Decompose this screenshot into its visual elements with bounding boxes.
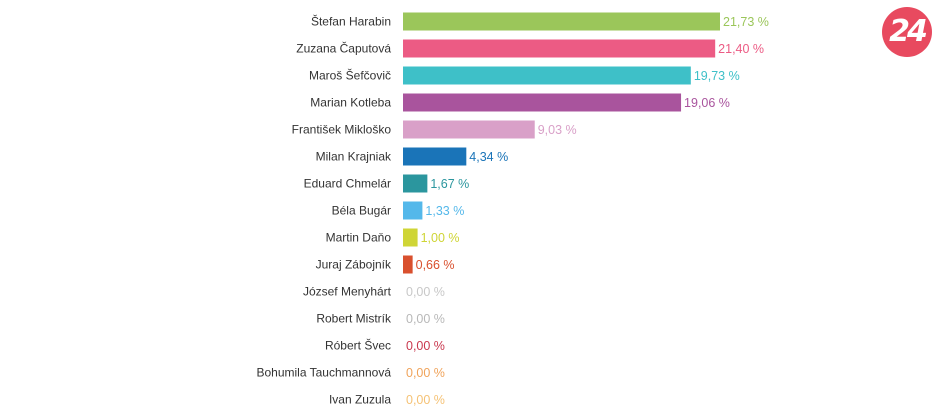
bar-row: József Menyhárt 0,00 % <box>303 285 445 300</box>
value-label: 0,66 % <box>416 258 455 272</box>
bar-row: Robert Mistrík 0,00 % <box>316 312 445 327</box>
category-label: Bohumila Tauchmannová <box>256 366 391 380</box>
bar <box>403 12 720 31</box>
bar-row: Bohumila Tauchmannová 0,00 % <box>256 366 444 381</box>
bar-row: Marian Kotleba 19,06 % <box>310 93 730 112</box>
bar-row: Róbert Švec 0,00 % <box>325 338 445 354</box>
bar-row: Maroš Šefčovič 19,73 % <box>309 66 740 85</box>
bar <box>403 120 535 139</box>
category-label: Béla Bugár <box>332 204 391 218</box>
logo-text: 24 <box>889 14 928 49</box>
bar-row: Béla Bugár 1,33 % <box>332 201 464 220</box>
category-label: Štefan Harabin <box>311 14 391 29</box>
bar-row: Ivan Zuzula 0,00 % <box>329 393 445 408</box>
value-label: 0,00 % <box>406 312 445 326</box>
bar-row: Eduard Chmelár 1,67 % <box>304 174 469 193</box>
category-label: František Mikloško <box>292 123 392 137</box>
value-label: 19,06 % <box>684 96 730 110</box>
value-label: 0,00 % <box>406 366 445 380</box>
value-label: 0,00 % <box>406 285 445 299</box>
value-label: 9,03 % <box>538 123 577 137</box>
bar <box>403 39 716 58</box>
value-label: 1,33 % <box>425 204 464 218</box>
value-label: 21,73 % <box>723 15 769 29</box>
category-label: Robert Mistrík <box>316 312 392 326</box>
value-label: 21,40 % <box>718 42 764 56</box>
bar-row: Milan Krajniak 4,34 % <box>316 147 508 166</box>
bar <box>403 147 467 166</box>
bar <box>403 201 423 220</box>
category-label: Eduard Chmelár <box>304 177 391 191</box>
value-label: 1,67 % <box>430 177 469 191</box>
logo-24: 24 <box>882 7 932 57</box>
value-label: 19,73 % <box>694 69 740 83</box>
bar-row: Martin Daňo 1,00 % <box>326 228 460 247</box>
bar-row: Zuzana Čaputová 21,40 % <box>296 39 764 58</box>
category-label: Milan Krajniak <box>316 150 392 164</box>
bar-row: Štefan Harabin 21,73 % <box>311 12 769 31</box>
value-label: 0,00 % <box>406 339 445 353</box>
category-label: Juraj Zábojník <box>316 258 392 272</box>
category-label: József Menyhárt <box>303 285 392 299</box>
bar <box>403 174 428 193</box>
bar <box>403 255 413 274</box>
category-label: Róbert Švec <box>325 338 391 353</box>
bar <box>403 66 691 85</box>
value-label: 4,34 % <box>469 150 508 164</box>
category-label: Maroš Šefčovič <box>309 68 391 83</box>
value-label: 1,00 % <box>421 231 460 245</box>
category-label: Zuzana Čaputová <box>296 41 391 56</box>
category-label: Marian Kotleba <box>310 96 391 110</box>
value-label: 0,00 % <box>406 393 445 407</box>
category-label: Martin Daňo <box>326 231 392 245</box>
bar <box>403 93 682 112</box>
bar <box>403 228 418 247</box>
category-label: Ivan Zuzula <box>329 393 391 407</box>
bar-row: František Mikloško 9,03 % <box>292 120 577 139</box>
bar-row: Juraj Zábojník 0,66 % <box>316 255 455 274</box>
